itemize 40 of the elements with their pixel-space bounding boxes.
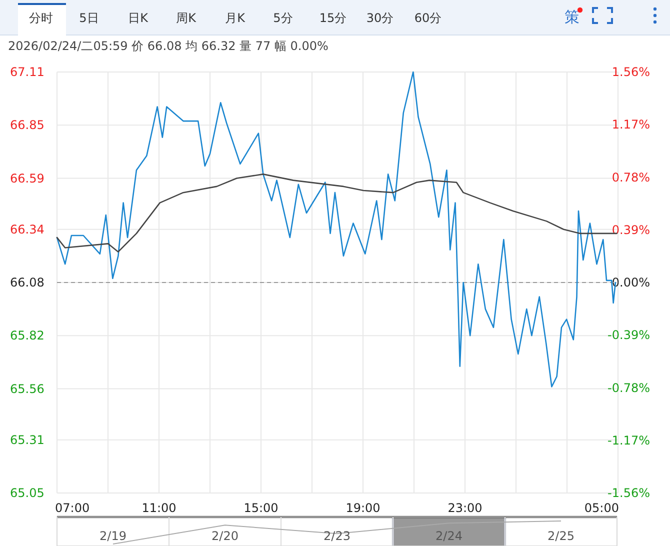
y-tick-label: 65.82	[10, 328, 44, 343]
x-tick-label: 19:00	[346, 501, 380, 515]
y-tick-label: 66.59	[10, 171, 44, 186]
text: 月K	[225, 11, 246, 25]
x-tick-label: 2/19	[100, 529, 126, 543]
text: 策	[564, 8, 580, 26]
text: 日K	[128, 11, 150, 25]
y2-tick-label: -0.78%	[608, 380, 650, 395]
text: 5分	[273, 11, 293, 25]
y-tick-label: 66.34	[10, 222, 44, 236]
y2-tick-label: 0.00%	[612, 276, 650, 290]
y2-tick-label: 1.56%	[612, 65, 650, 79]
y-tick-label: 66.85	[10, 118, 44, 132]
text: 5日	[79, 11, 99, 25]
y2-tick-label: 0.39%	[612, 222, 650, 237]
y2-tick-label: -1.17%	[608, 433, 650, 448]
text: 15分	[319, 11, 347, 25]
x-tick-label: 15:00	[244, 501, 278, 515]
x-tick-label: 2/25	[548, 529, 574, 543]
y-tick-label: 65.05	[10, 486, 44, 500]
y2-tick-label: 1.17%	[612, 118, 650, 132]
x-tick-label: 2/23	[324, 529, 350, 543]
text: 周K	[176, 11, 198, 25]
x-tick-label: 07:00	[55, 501, 90, 515]
y2-tick-label: -1.56%	[608, 486, 650, 500]
text: 2026/02/24/二05:59 价 66.08 均 66.32 量 77 幅 0.00%	[8, 39, 328, 53]
x-tick-label: 11:00	[142, 501, 176, 515]
x-tick-label: 05:00	[584, 501, 619, 515]
y2-tick-label: 0.78%	[612, 170, 650, 184]
y-tick-label: 65.56	[10, 382, 44, 396]
x-tick-label: 2/20	[212, 529, 238, 543]
x-tick-label: 2/24	[436, 529, 462, 543]
text: 60分	[414, 11, 442, 25]
y2-tick-label: -0.39%	[608, 328, 650, 342]
text: 分时	[29, 11, 53, 25]
x-tick-label: 23:00	[448, 501, 482, 515]
y-tick-label: 66.08	[10, 276, 44, 290]
y-tick-label: 67.11	[10, 65, 44, 79]
y-tick-label: 65.31	[10, 432, 44, 447]
text: 30分	[366, 11, 394, 25]
